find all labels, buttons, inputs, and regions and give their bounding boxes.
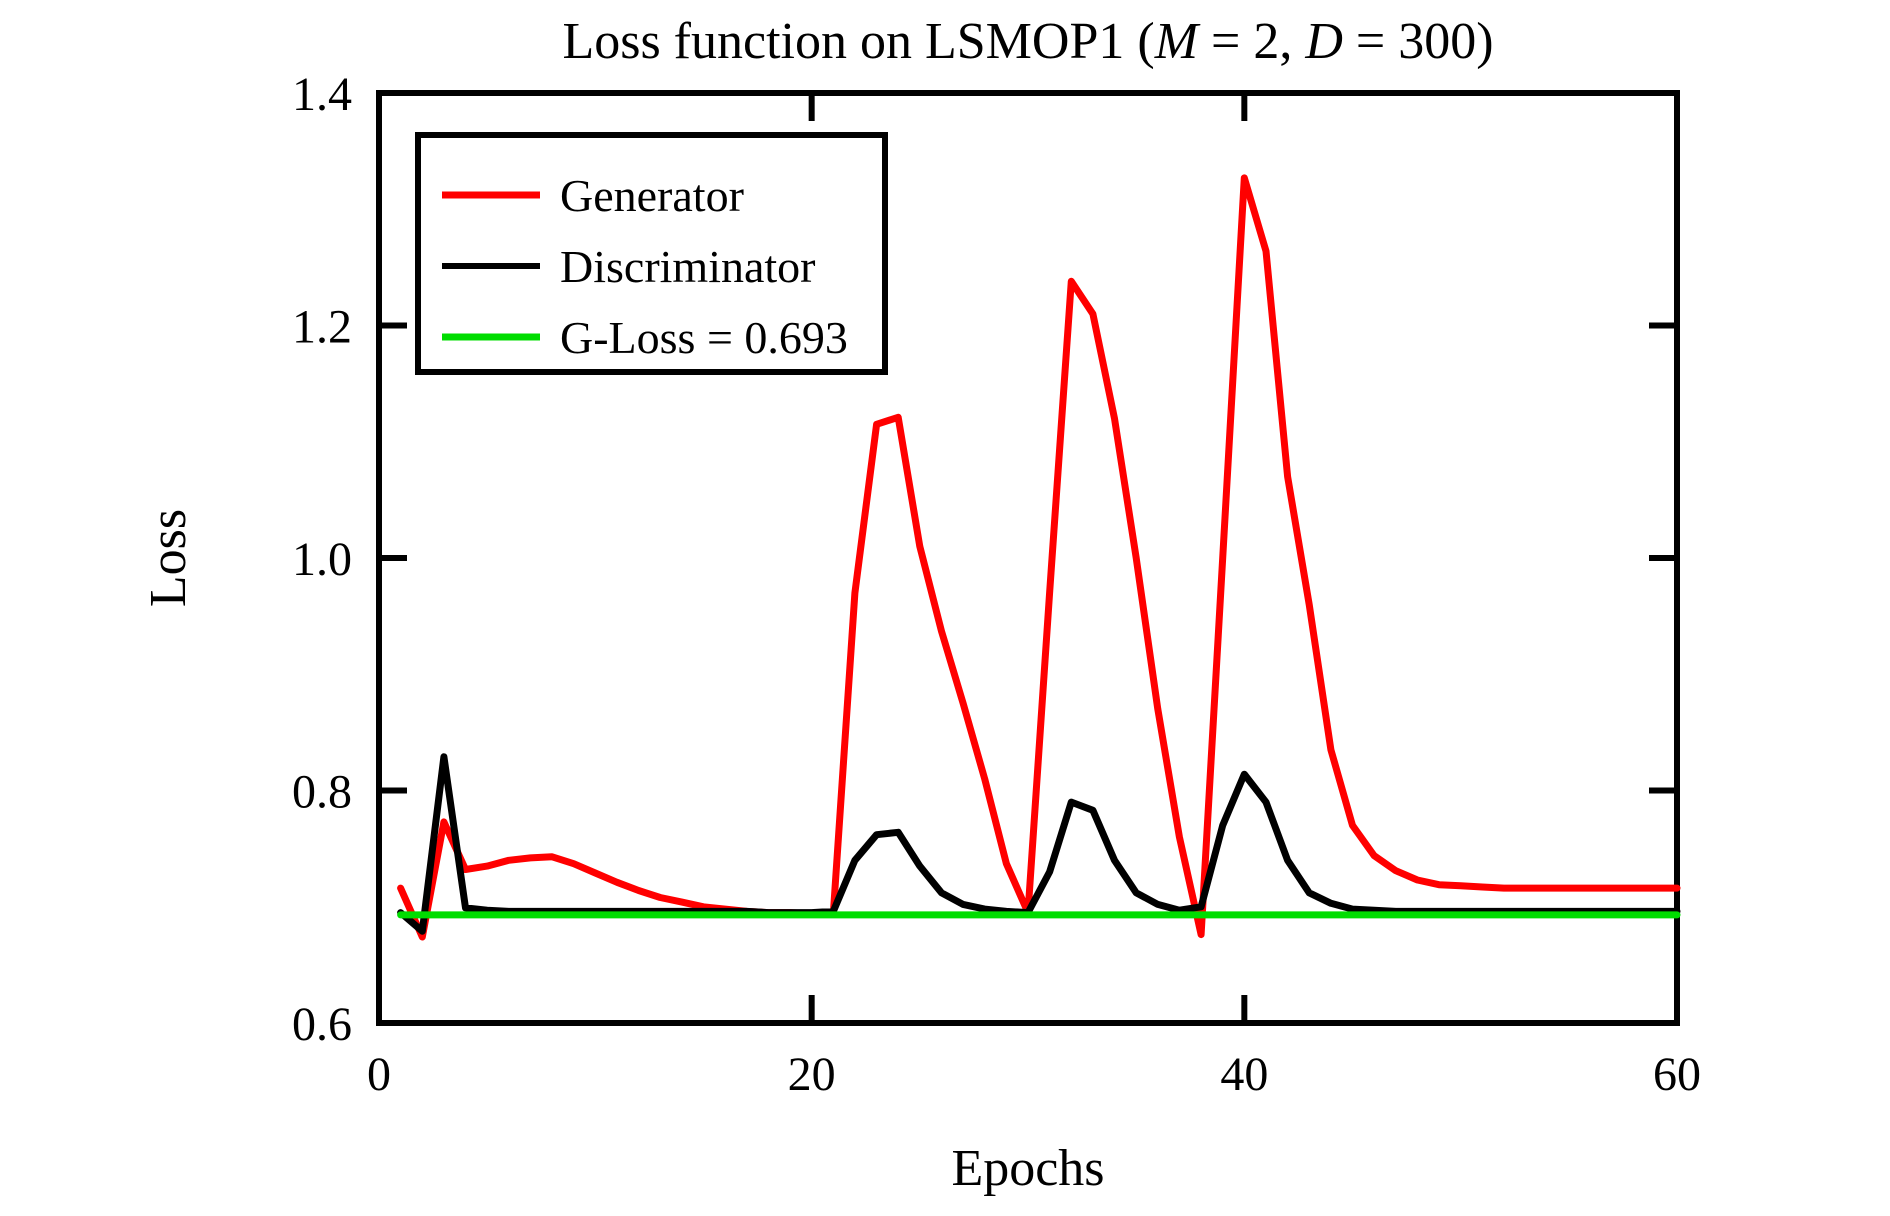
generator-line xyxy=(397,174,1681,941)
data-series xyxy=(397,174,1681,941)
x-tick-label: 40 xyxy=(1220,1048,1268,1101)
title-part: Loss function on LSMOP1 ( xyxy=(562,13,1154,70)
title-part-italic-d: D xyxy=(1304,13,1343,70)
x-tick-label: 0 xyxy=(367,1048,391,1101)
legend-box xyxy=(415,132,888,375)
y-tick-label: 0.6 xyxy=(292,998,352,1051)
y-tick-label: 1.4 xyxy=(292,68,352,121)
x-axis-label: Epochs xyxy=(951,1140,1104,1197)
tick-labels: 0 20 40 60 0.6 0.8 1.0 1.2 1.4 xyxy=(292,68,1701,1101)
legend-label-discriminator: Discriminator xyxy=(560,241,816,292)
x-tick-label: 20 xyxy=(788,1048,836,1101)
legend-label-generator: Generator xyxy=(560,170,744,221)
legend-label-gloss: G-Loss = 0.693 xyxy=(560,312,848,363)
chart-title: Loss function on LSMOP1 (M = 2, D = 300) xyxy=(562,13,1493,70)
title-part: = 300) xyxy=(1343,13,1494,70)
title-part: = 2, xyxy=(1198,13,1305,70)
y-tick-label: 0.8 xyxy=(292,766,352,819)
legend: Generator Discriminator G-Loss = 0.693 xyxy=(415,132,888,375)
title-part-italic-m: M xyxy=(1154,13,1201,70)
y-tick-label: 1.2 xyxy=(292,301,352,354)
y-axis-label: Loss xyxy=(140,509,197,607)
tick-marks xyxy=(379,93,1677,1023)
y-tick-label: 1.0 xyxy=(292,533,352,586)
x-tick-label: 60 xyxy=(1653,1048,1701,1101)
